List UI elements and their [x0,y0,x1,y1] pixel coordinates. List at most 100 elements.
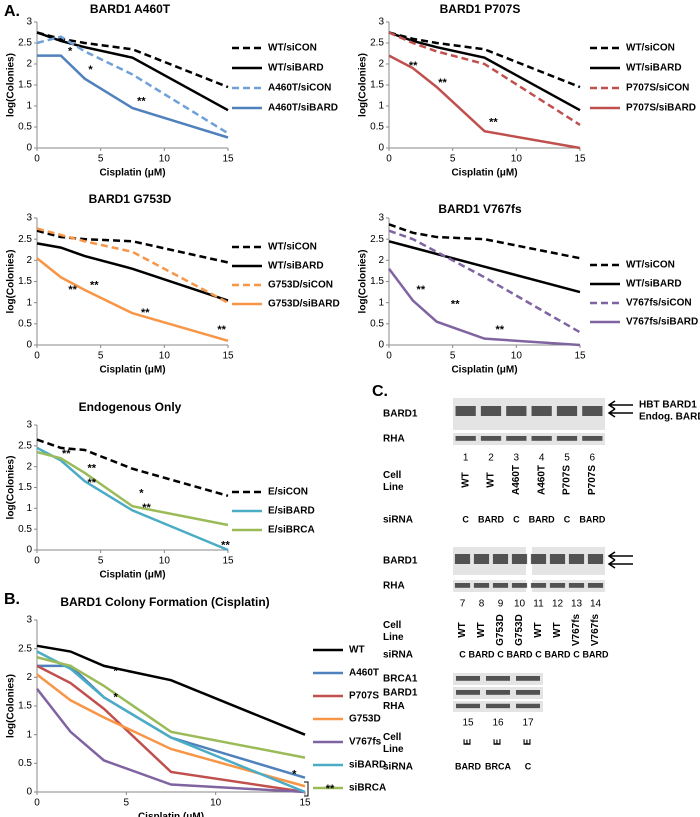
cell-line: V767fs [590,613,601,646]
lane-number: 15 [462,718,474,729]
sirna-label: C [564,514,571,524]
blot-image [453,398,605,430]
blot-band [456,690,480,695]
blot-band [492,554,509,564]
row-label: siRNA [383,515,413,526]
y-tick-label: 0.5 [18,758,32,769]
series-line [36,644,306,736]
row-label: Cell Line [383,732,404,755]
legend-label: E/siBARD [268,506,315,517]
y-tick-label: 3 [26,420,32,431]
annotation: * [113,691,118,703]
series-line [36,673,306,788]
arrow [607,551,633,561]
lane-number: 5 [564,453,570,464]
y-axis-label: log(Colonies) [358,53,369,117]
row-label: siRNA [383,762,413,773]
legend-label: WT/siCON [268,242,317,253]
cell-line: E [523,738,534,745]
sirna-label: BARD [507,649,533,659]
legend-label: WT/siBARD [268,261,324,272]
annotation: ** [417,284,426,296]
lane-number: 7 [460,599,466,610]
y-tick-label: 1 [378,297,384,308]
annotation: * [88,64,93,76]
blot-band [587,554,604,564]
sirna-label: C [535,649,542,659]
blot-band [530,554,547,564]
cell-line: WT [533,622,544,638]
blot-band [455,406,476,416]
band-label: RHA [383,701,405,712]
y-tick-label: 1 [26,729,32,740]
sirna-label: BRCA [485,761,511,771]
x-tick-label: 15 [222,154,234,165]
x-axis-label: Cisplatin (μM) [451,365,517,376]
y-tick-label: 3 [26,615,32,626]
y-tick-label: 3 [378,213,384,224]
series-line [36,242,229,302]
lane-number: 3 [514,453,520,464]
row-label: Cell Line [383,470,404,493]
x-tick-label: 15 [574,154,586,165]
series-line [37,664,306,779]
y-tick-label: 2 [26,59,32,70]
y-tick-label: 1.5 [370,276,384,287]
series-line [36,656,306,759]
legend-label: E/siCON [268,487,308,498]
band-label: BARD1 [383,409,418,420]
y-tick-label: 1 [378,101,384,112]
x-tick-label: 5 [98,154,104,165]
legend-label: WT/siCON [626,43,675,54]
band-label: RHA [383,581,405,592]
y-axis-label: log(Colonies) [6,456,17,520]
arrow [607,400,633,410]
cell-line: V767fs [571,613,582,646]
x-axis-label: Cisplatin (μM) [99,168,165,179]
legend-label: siBRCA [349,783,386,794]
panel-letter: B. [4,591,20,608]
x-axis-label: Cisplatin (μM) [138,812,204,817]
annotation: ** [495,324,504,336]
panel-letter: A. [4,3,20,20]
series-line [36,227,229,304]
x-tick-label: 5 [450,351,456,362]
x-axis-label: Cisplatin (μM) [99,570,165,581]
panel-letter: C. [372,383,388,400]
y-tick-label: 1.5 [370,80,384,91]
blot-band [492,583,509,588]
y-tick-label: 0.5 [18,318,32,329]
x-tick-label: 15 [222,556,234,567]
y-tick-label: 0.5 [370,318,384,329]
y-tick-label: 0 [26,545,32,556]
annotation: ** [68,284,77,296]
blot-band [511,583,528,588]
annotation: * [139,488,144,500]
blot-band [582,406,603,416]
x-tick-label: 15 [574,351,586,362]
cell-line: E [463,738,474,745]
blot-band [531,436,552,441]
sirna-label: BARD [529,514,555,524]
cell-line: WT [457,622,468,638]
annotation: ** [137,96,146,108]
blot-band [456,703,480,709]
annotation: ** [438,77,447,89]
sirna-label: BARD [579,514,605,524]
y-tick-label: 3 [26,17,32,28]
arrow-label: Endog. BARD1 [639,412,700,423]
y-tick-label: 2.5 [370,38,384,49]
series-line [36,438,229,498]
x-tick-label: 15 [222,351,234,362]
lane-number: 12 [552,599,564,610]
band-label: BRCA1 [383,674,418,685]
blot-band [587,583,604,588]
sirna-label: C [573,649,580,659]
y-axis-label: log(Colonies) [6,250,17,314]
lane-number: 4 [539,453,545,464]
blot-band [511,554,528,564]
sirna-label: C [513,514,520,524]
legend-label: E/siBRCA [268,525,315,536]
cell-line: P707S [562,465,573,495]
